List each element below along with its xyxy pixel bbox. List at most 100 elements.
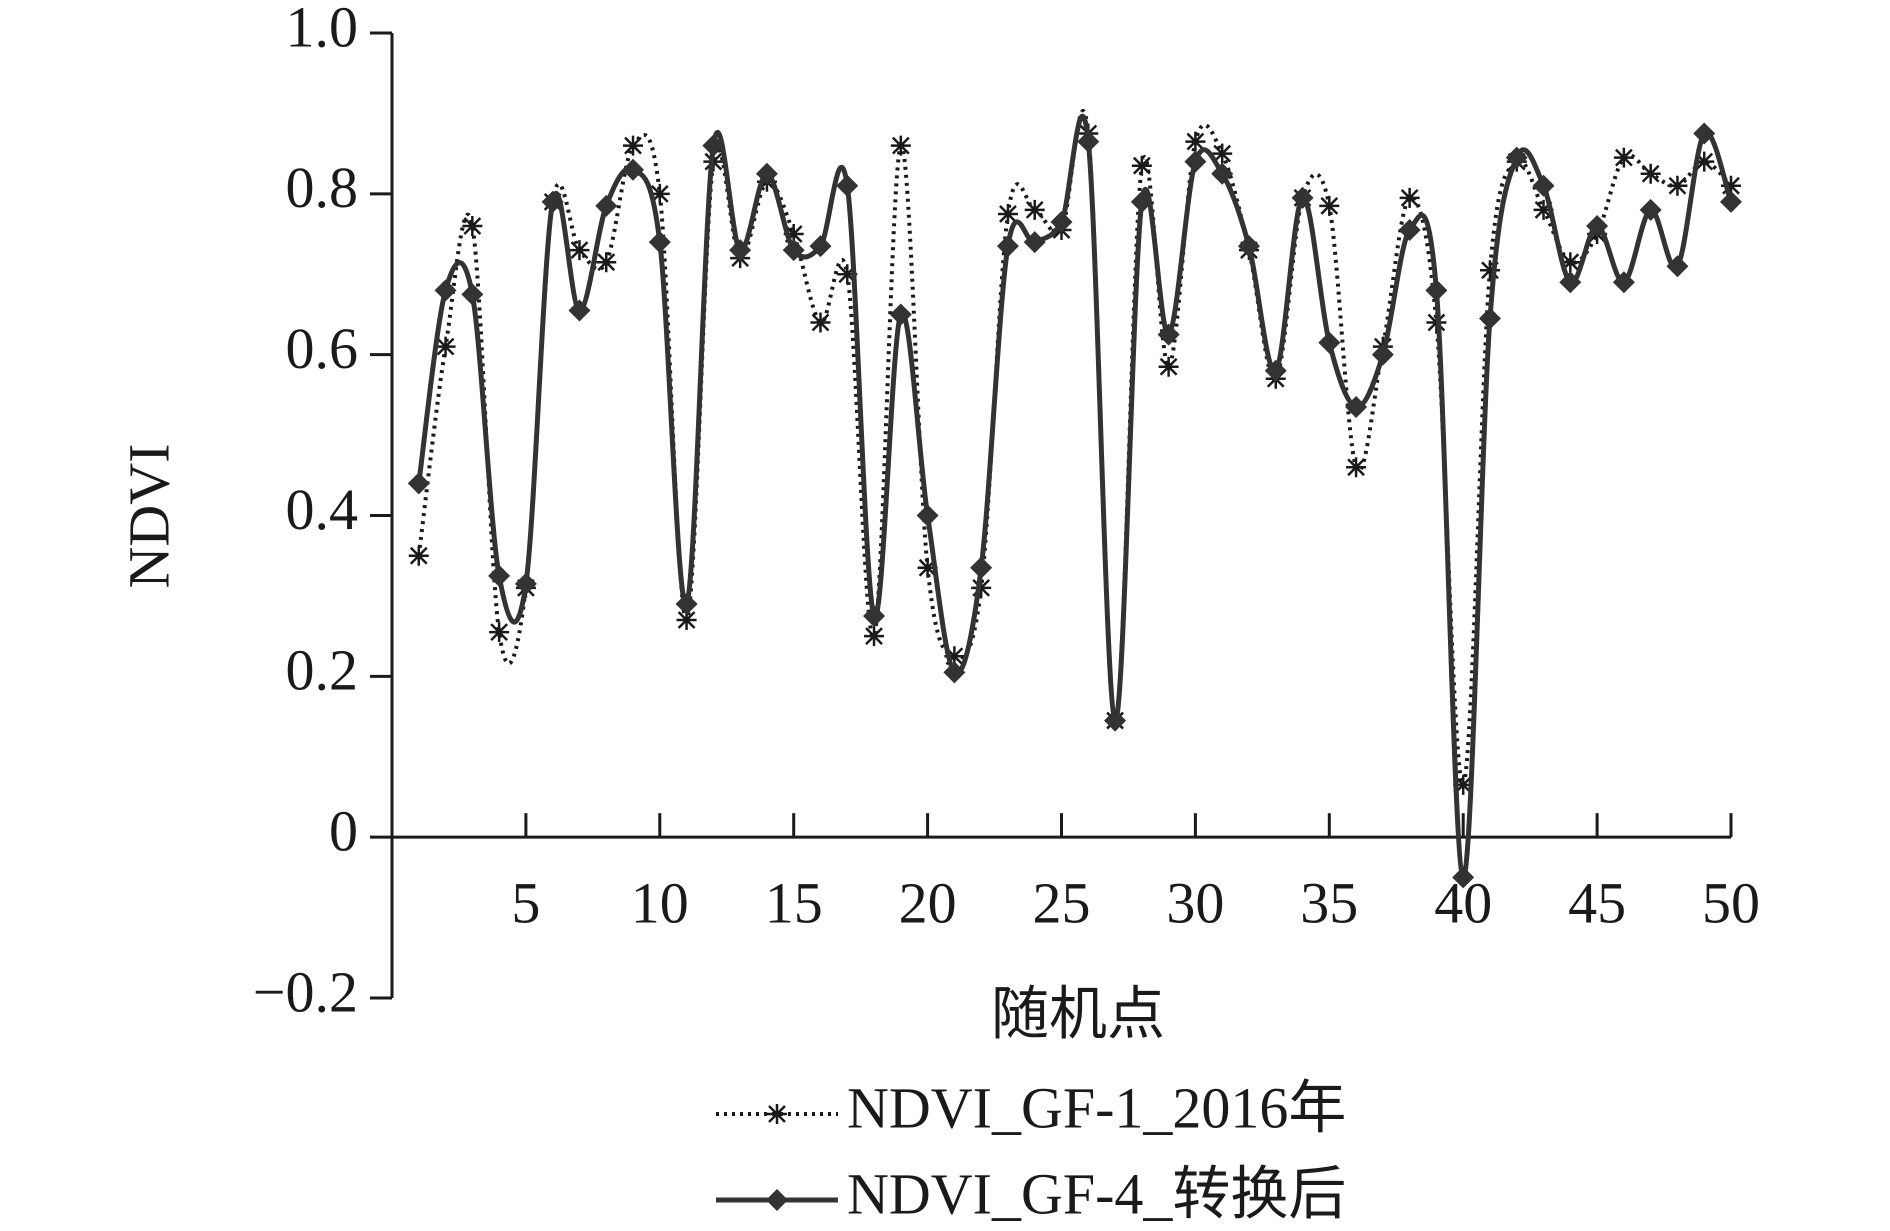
x-tick-label: 5 (511, 870, 540, 935)
data-point (648, 231, 671, 254)
data-point (649, 183, 670, 204)
data-point (863, 605, 886, 628)
legend-marker (766, 1189, 788, 1211)
data-point (514, 572, 537, 595)
series-line (416, 109, 1733, 787)
x-tick-label: 20 (899, 870, 957, 935)
data-point (783, 224, 804, 245)
data-point (782, 239, 805, 262)
y-tick-label: 0.4 (286, 477, 359, 542)
data-point (943, 661, 966, 684)
data-point (1077, 130, 1100, 153)
data-point (917, 557, 938, 578)
data-point (1453, 774, 1474, 795)
data-point (1237, 235, 1260, 258)
data-point (407, 472, 430, 495)
data-point (1185, 131, 1206, 152)
data-point (1211, 162, 1234, 185)
x-tick-label: 10 (631, 870, 689, 935)
legend-marker (767, 1104, 787, 1124)
x-tick-label: 50 (1702, 870, 1760, 935)
legend-label: NDVI_GF-1_2016年 (847, 1075, 1346, 1140)
data-point (1399, 187, 1420, 208)
data-point (1024, 199, 1045, 220)
data-point (1158, 356, 1179, 377)
data-point (809, 235, 832, 258)
data-point (1131, 155, 1152, 176)
y-tick-label: −0.2 (253, 959, 358, 1024)
data-point (1345, 395, 1368, 418)
data-point (1720, 190, 1742, 213)
y-tick-label: 0.8 (286, 155, 359, 220)
data-point (676, 610, 697, 631)
data-point (971, 577, 992, 598)
data-point (1667, 175, 1688, 196)
data-point (1050, 210, 1073, 233)
data-point (1212, 143, 1233, 164)
data-point (1184, 150, 1207, 173)
data-point (568, 299, 591, 322)
data-point (1478, 307, 1501, 330)
x-tick-label: 35 (1300, 870, 1358, 935)
data-point (435, 336, 456, 357)
data-point (1425, 279, 1448, 302)
data-point (1318, 331, 1341, 354)
data-point (1560, 252, 1581, 273)
data-point (1693, 122, 1716, 145)
data-point (675, 592, 698, 615)
data-point (462, 216, 483, 236)
y-tick-label: 0 (329, 798, 358, 863)
data-point (889, 303, 912, 326)
data-point (595, 194, 618, 217)
y-tick-label: 0.6 (286, 316, 359, 381)
data-point (1291, 186, 1314, 209)
data-point (864, 626, 885, 647)
y-axis-label: NDVI (116, 444, 181, 589)
data-point (997, 203, 1018, 224)
data-point (755, 162, 778, 185)
data-point (1346, 457, 1367, 478)
data-point (1371, 343, 1394, 366)
data-point (623, 135, 644, 156)
data-point (1398, 219, 1421, 242)
data-point (489, 622, 510, 643)
data-point (1612, 271, 1635, 294)
data-point (1694, 151, 1715, 172)
data-point (1023, 231, 1046, 254)
x-tick-label: 30 (1166, 870, 1224, 935)
data-point (1532, 174, 1555, 197)
series-line (416, 114, 1734, 880)
data-point (1452, 866, 1475, 889)
legend-label: NDVI_GF-4_转换后 (847, 1161, 1346, 1226)
data-point (461, 283, 484, 306)
x-tick-label: 15 (765, 870, 823, 935)
data-point (596, 252, 617, 273)
data-point (729, 239, 752, 262)
data-point (1104, 709, 1127, 732)
data-point (944, 646, 965, 667)
data-point (1533, 199, 1554, 220)
data-point (1639, 198, 1662, 221)
data-point (434, 279, 457, 302)
data-point (1319, 195, 1340, 216)
data-point (1721, 175, 1741, 196)
data-point (1264, 359, 1287, 382)
data-point (488, 564, 511, 587)
data-point (890, 135, 911, 156)
data-point (1613, 147, 1634, 168)
data-point (622, 158, 645, 181)
data-point (1559, 271, 1582, 294)
data-point (916, 504, 939, 527)
y-tick-label: 0.2 (286, 638, 359, 703)
data-point (1505, 146, 1528, 169)
data-point (1157, 323, 1180, 346)
x-tick-label: 45 (1568, 870, 1626, 935)
data-point (569, 240, 590, 261)
data-point (996, 235, 1019, 258)
data-point (1640, 163, 1661, 184)
data-point (1130, 190, 1153, 213)
x-tick-label: 25 (1033, 870, 1091, 935)
data-point (1586, 215, 1609, 237)
data-point (1479, 260, 1500, 281)
